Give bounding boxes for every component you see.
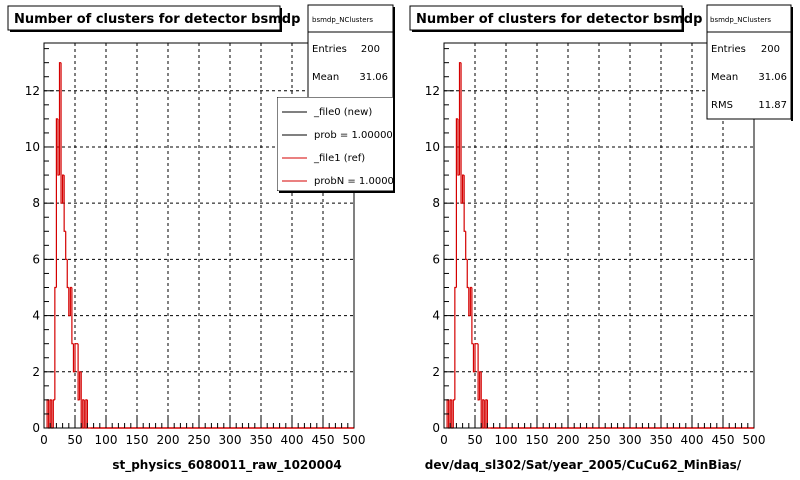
y-tick-label: 8 [432,196,440,210]
x-tick-label: 50 [67,433,82,447]
right-x-axis: 0 50 100 150 200 250 300 350 400 450 500 [440,418,765,447]
legend-label-file1: _file1 (ref) [313,153,365,164]
x-tick-label: 50 [467,433,482,447]
histogram-bin [472,343,475,373]
right-stats-rms-label: RMS [711,100,733,111]
y-tick-label: 8 [32,196,40,210]
legend-label-file0: _file0 (new) [313,107,372,118]
x-tick-label: 450 [712,433,735,447]
histogram-bin [462,174,465,204]
legend-label-probn: probN = 1.000000 [314,176,407,187]
x-tick-label: 500 [743,433,766,447]
left-stats-name: bsmdp_NClusters [312,16,373,24]
x-tick-label: 300 [219,433,242,447]
right-grid [444,43,754,428]
x-tick-label: 400 [681,433,704,447]
right-stats-rms-value: 11.87 [758,100,787,111]
right-y-axis: 0 2 4 6 8 10 12 [425,48,454,435]
x-tick-label: 0 [440,433,448,447]
left-legend: _file0 (new) prob = 1.000000 _file1 (ref… [277,97,407,193]
histogram-bin [471,287,474,345]
right-panel: 0 50 100 150 200 250 300 350 400 450 500 0 2 4 6 8 10 12… [409,4,793,473]
x-tick-label: 500 [343,433,366,447]
histogram-bin [469,286,472,316]
left-stats-entries-value: 200 [361,44,380,55]
y-tick-label: 4 [32,309,40,323]
y-tick-label: 12 [425,84,440,98]
x-tick-label: 250 [588,433,611,447]
x-tick-label: 250 [188,433,211,447]
histogram-bin [58,62,62,176]
right-stats-entries-value: 200 [761,44,780,55]
histogram-bin [62,174,65,204]
x-tick-label: 200 [157,433,180,447]
left-title: Number of clusters for detector bsmdp [14,12,300,27]
y-tick-label: 10 [425,140,440,154]
x-tick-label: 350 [650,433,673,447]
x-tick-label: 100 [495,433,518,447]
x-tick-label: 400 [281,433,304,447]
right-stats-box: bsmdp_NClusters Entries 200 Mean 31.06 R… [706,4,793,121]
histogram-bin [474,343,477,372]
y-tick-label: 2 [32,365,40,379]
left-y-axis: 0 2 4 6 8 10 12 [25,48,54,435]
x-tick-label: 350 [250,433,273,447]
left-panel: 0 50 100 150 200 250 300 350 400 450 500 0 2 4 6 8 10 12… [7,4,407,473]
y-tick-label: 12 [25,84,40,98]
left-stats-box: bsmdp_NClusters Entries 200 Mean 31.06 [307,4,395,102]
left-title-box: Number of clusters for detector bsmdp [7,5,300,32]
y-tick-label: 0 [32,421,40,435]
histogram-bin [52,399,55,428]
histogram-bin [458,62,462,176]
right-stats-entries-label: Entries [711,44,746,55]
legend-label-prob: prob = 1.000000 [314,130,399,141]
histogram-bin [477,343,480,401]
right-stats-mean-label: Mean [711,72,738,83]
left-stats-mean-value: 31.06 [359,72,388,83]
y-tick-label: 10 [25,140,40,154]
y-tick-label: 6 [32,252,40,266]
y-tick-label: 2 [432,365,440,379]
y-tick-label: 4 [432,309,440,323]
histogram-bin [69,286,72,316]
right-stats-mean-value: 31.06 [758,72,787,83]
histogram-bin [72,343,75,373]
histogram-bin [452,399,455,428]
histogram-bin [71,287,74,345]
right-stats-name: bsmdp_NClusters [710,16,771,24]
histogram-bin [466,259,469,289]
histogram-bin [74,343,77,372]
left-stats-mean-label: Mean [312,72,339,83]
right-title-box: Number of clusters for detector bsmdp [409,5,702,32]
right-x-axis-title: dev/daq_sl302/Sat/year_2005/CuCu62_MinBi… [425,458,742,473]
histogram-bin [77,343,80,401]
left-x-axis-title: st_physics_6080011_raw_1020004 [112,458,341,473]
y-tick-label: 0 [432,421,440,435]
x-tick-label: 200 [557,433,580,447]
x-tick-label: 450 [312,433,335,447]
y-tick-label: 6 [432,252,440,266]
x-tick-label: 100 [95,433,118,447]
x-tick-label: 150 [526,433,549,447]
right-title: Number of clusters for detector bsmdp [416,12,702,27]
left-stats-entries-label: Entries [312,44,347,55]
x-tick-label: 150 [126,433,149,447]
histogram-bin [66,259,69,289]
x-tick-label: 300 [619,433,642,447]
left-x-axis: 0 50 100 150 200 250 300 350 400 450 500 [40,418,365,447]
x-tick-label: 0 [40,433,48,447]
